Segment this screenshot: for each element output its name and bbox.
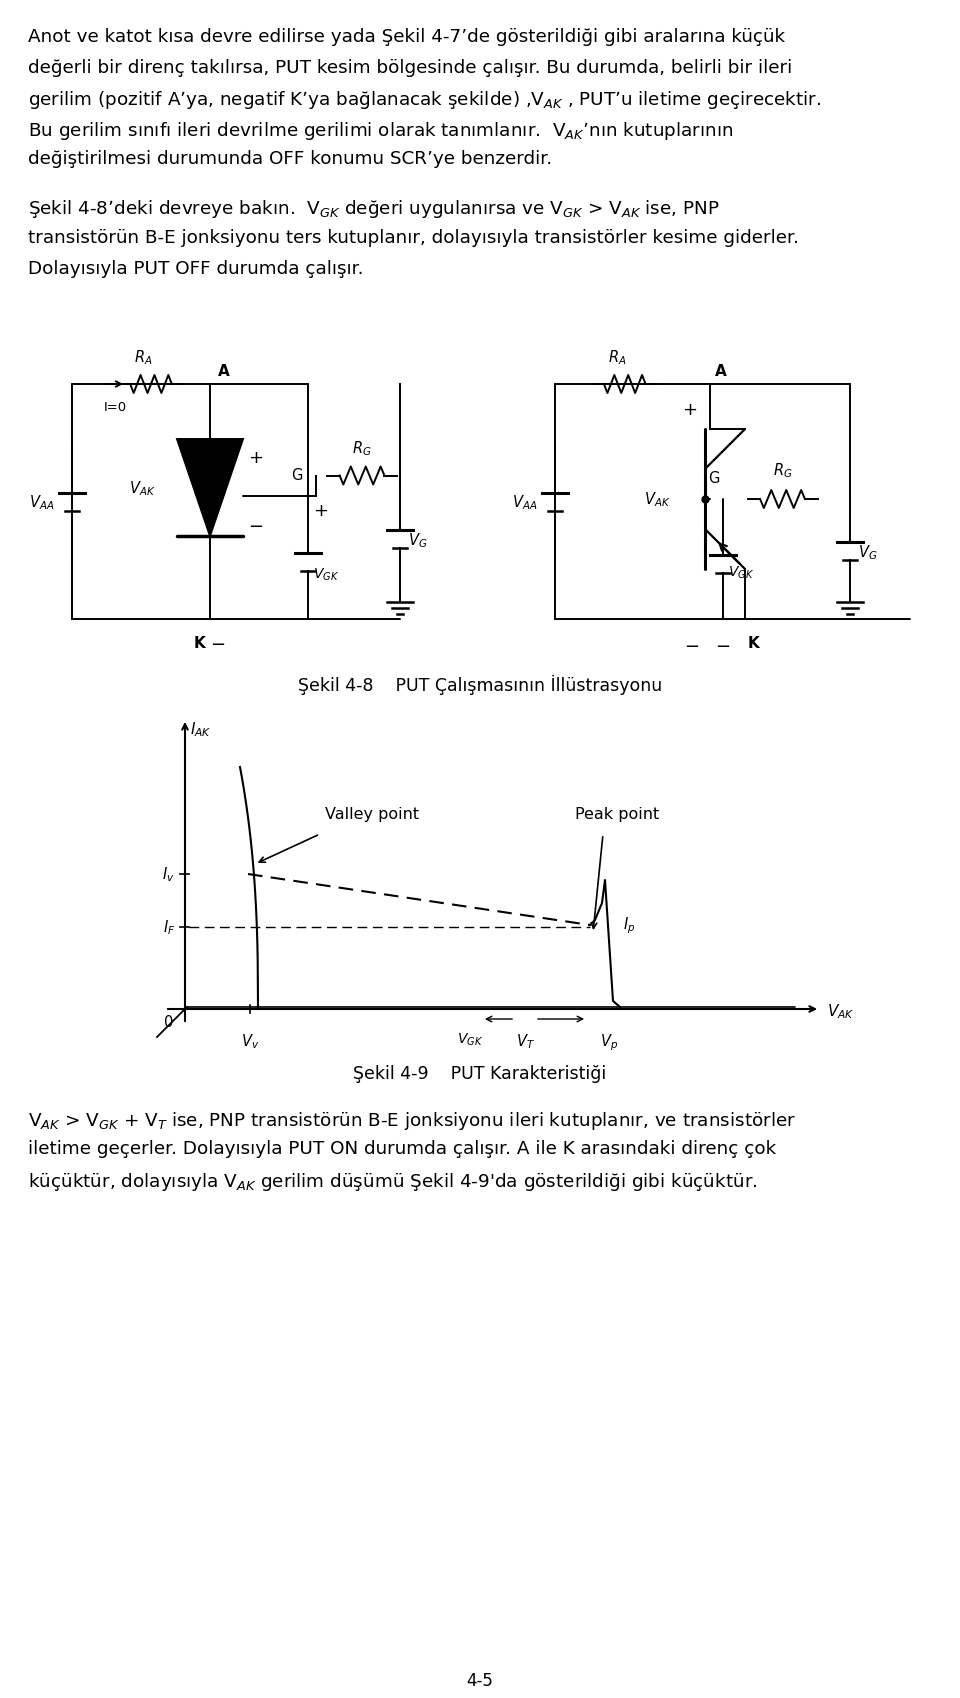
Text: $I_p$: $I_p$ [623,915,636,936]
Text: $V_T$: $V_T$ [516,1031,535,1049]
Text: 4-5: 4-5 [467,1671,493,1690]
Text: Şekil 4-8’deki devreye bakın.  V$_{GK}$ değeri uygulanırsa ve V$_{GK}$ > V$_{AK}: Şekil 4-8’deki devreye bakın. V$_{GK}$ d… [28,199,720,221]
Text: değerli bir direnç takılırsa, PUT kesim bölgesinde çalışır. Bu durumda, belirli : değerli bir direnç takılırsa, PUT kesim … [28,58,792,76]
Text: $V_G$: $V_G$ [858,543,877,562]
Text: V$_{AK}$ > V$_{GK}$ + V$_{T}$ ise, PNP transistörün B-E jonksiyonu ileri kutupla: V$_{AK}$ > V$_{GK}$ + V$_{T}$ ise, PNP t… [28,1109,796,1131]
Text: +: + [248,448,263,467]
Text: $V_v$: $V_v$ [241,1031,259,1049]
Text: Valley point: Valley point [325,807,420,822]
Polygon shape [177,440,243,537]
Text: gerilim (pozitif A’ya, negatif K’ya bağlanacak şekilde) ,V$_{AK}$ , PUT’u iletim: gerilim (pozitif A’ya, negatif K’ya bağl… [28,88,821,110]
Text: $V_{AA}$: $V_{AA}$ [512,492,537,511]
Text: $V_{AK}$: $V_{AK}$ [827,1002,854,1020]
Text: Anot ve katot kısa devre edilirse yada Şekil 4-7’de gösterildiği gibi aralarına : Anot ve katot kısa devre edilirse yada Ş… [28,27,785,46]
Text: G: G [708,470,719,486]
Text: $I_{AK}$: $I_{AK}$ [190,720,211,739]
Text: $I_v$: $I_v$ [162,866,175,885]
Text: A: A [715,363,727,379]
Text: Dolayısıyla PUT OFF durumda çalışır.: Dolayısıyla PUT OFF durumda çalışır. [28,260,364,277]
Text: $V_{AK}$: $V_{AK}$ [129,479,155,498]
Text: $V_{GK}$: $V_{GK}$ [728,564,754,581]
Text: K: K [193,635,205,650]
Text: +: + [313,501,328,520]
Text: −: − [210,635,226,654]
Text: $V_p$: $V_p$ [600,1031,618,1053]
Text: Şekil 4-8    PUT Çalışmasının İllüstrasyonu: Şekil 4-8 PUT Çalışmasının İllüstrasyonu [298,674,662,694]
Text: iletime geçerler. Dolayısıyla PUT ON durumda çalışır. A ile K arasındaki direnç : iletime geçerler. Dolayısıyla PUT ON dur… [28,1139,777,1158]
Text: $R_A$: $R_A$ [133,348,153,367]
Text: A: A [218,363,229,379]
Text: küçüktür, dolayısıyla V$_{AK}$ gerilim düşümü Şekil 4-9'da gösterildiği gibi küç: küçüktür, dolayısıyla V$_{AK}$ gerilim d… [28,1170,757,1192]
Text: $R_G$: $R_G$ [773,462,792,481]
Text: $V_{GK}$: $V_{GK}$ [457,1031,483,1048]
Text: −: − [715,638,731,655]
Text: −: − [684,638,700,655]
Text: K: K [748,635,759,650]
Text: G: G [292,467,303,482]
Text: −: − [248,518,263,535]
Text: $V_{AA}$: $V_{AA}$ [29,492,54,511]
Text: $V_{GK}$: $V_{GK}$ [313,567,339,582]
Text: $I_F$: $I_F$ [162,919,175,937]
Text: transistörün B-E jonksiyonu ters kutuplanır, dolayısıyla transistörler kesime gi: transistörün B-E jonksiyonu ters kutupla… [28,229,799,246]
Text: 0: 0 [163,1014,173,1029]
Text: Bu gerilim sınıfı ileri devrilme gerilimi olarak tanımlanır.  V$_{AK}$’nın kutup: Bu gerilim sınıfı ileri devrilme gerilim… [28,119,733,141]
Text: değiştirilmesi durumunda OFF konumu SCR’ye benzerdir.: değiştirilmesi durumunda OFF konumu SCR’… [28,149,552,168]
Text: Peak point: Peak point [575,807,660,822]
Text: $V_G$: $V_G$ [408,531,427,550]
Text: $R_A$: $R_A$ [608,348,626,367]
Text: +: + [683,401,698,419]
Text: Şekil 4-9    PUT Karakteristiği: Şekil 4-9 PUT Karakteristiği [353,1065,607,1082]
Text: $R_G$: $R_G$ [352,440,372,458]
Text: $V_{AK}$: $V_{AK}$ [643,491,670,509]
Text: I=0: I=0 [104,401,127,414]
